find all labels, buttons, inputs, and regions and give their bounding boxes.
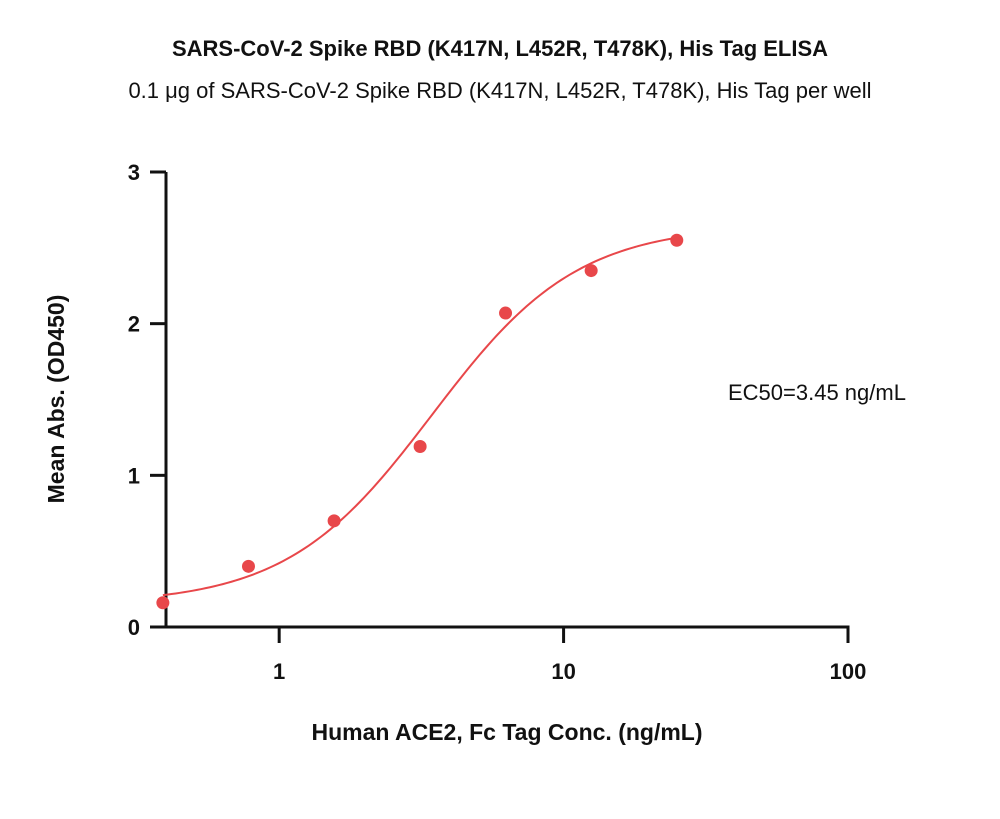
data-point-5: [499, 306, 513, 320]
data-point-7: [670, 233, 684, 247]
x-tick-label-1: 1: [273, 659, 285, 684]
chart-subtitle: 0.1 μg of SARS-CoV-2 Spike RBD (K417N, L…: [128, 78, 872, 103]
data-point-4: [413, 440, 427, 454]
x-tick-label-100: 100: [830, 659, 867, 684]
x-axis-title: Human ACE2, Fc Tag Conc. (ng/mL): [311, 719, 702, 745]
fit-curve-layer: [162, 236, 677, 597]
y-tick-label-2: 2: [128, 312, 140, 337]
y-axis-title: Mean Abs. (OD450): [43, 295, 69, 504]
data-point-2: [241, 559, 255, 573]
y-tick-label-0: 0: [128, 615, 140, 640]
x-tick-label-10: 10: [551, 659, 575, 684]
data-point-1: [156, 596, 170, 610]
data-point-6: [584, 264, 598, 278]
fit-curve: [162, 236, 677, 597]
axes: 0 1 2 3 1 10 100: [128, 160, 867, 684]
ec50-annotation: EC50=3.45 ng/mL: [728, 380, 906, 405]
y-tick-label-1: 1: [128, 463, 140, 488]
chart-title: SARS-CoV-2 Spike RBD (K417N, L452R, T478…: [171, 36, 829, 61]
data-points-layer: [156, 233, 684, 610]
data-point-3: [327, 514, 341, 528]
y-tick-label-3: 3: [128, 160, 140, 185]
